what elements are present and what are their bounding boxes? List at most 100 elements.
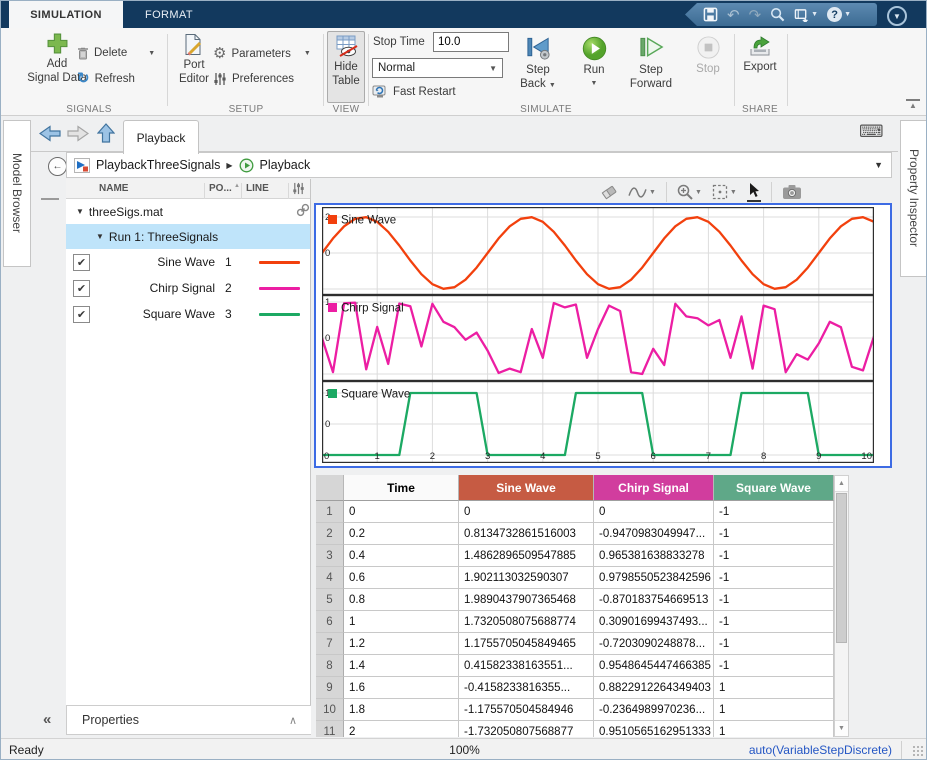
table-header-cell[interactable]: Chirp Signal	[594, 475, 714, 501]
table-cell[interactable]: -0.7203090248878...	[594, 633, 714, 655]
table-cell[interactable]: -0.870183754669513	[594, 589, 714, 611]
table-cell[interactable]: -0.2364989970236...	[594, 699, 714, 721]
solver-info[interactable]: auto(VariableStepDiscrete)	[749, 743, 892, 757]
scroll-up-icon[interactable]: ▲	[835, 476, 848, 492]
table-row[interactable]: 611.73205080756887740.30901699437493...-…	[316, 611, 834, 633]
caret-down-icon[interactable]: ▼	[148, 50, 155, 57]
table-cell[interactable]: -0.4158233816355...	[459, 677, 594, 699]
signal-trace-button[interactable]: ▼	[628, 185, 656, 200]
save-icon[interactable]	[703, 7, 718, 22]
table-cell[interactable]: -1	[714, 611, 834, 633]
document-tab-playback[interactable]: Playback	[123, 120, 199, 154]
sine-wave-chart[interactable]: 20Sine Wave	[322, 207, 874, 295]
column-line[interactable]: LINE	[246, 183, 269, 194]
table-cell[interactable]: 0.4	[344, 545, 459, 567]
zoom-button[interactable]: ▼	[677, 184, 702, 200]
table-row[interactable]: 91.6-0.4158233816355...0.882291226434940…	[316, 677, 834, 699]
simulation-mode-select[interactable]: Normal ▼	[372, 58, 503, 78]
table-row[interactable]: 50.81.9890437907365468-0.870183754669513…	[316, 589, 834, 611]
signal-row[interactable]: ✔Chirp Signal2	[66, 275, 310, 301]
table-cell[interactable]: 0.6	[344, 567, 459, 589]
up-button[interactable]	[97, 123, 115, 148]
table-cell[interactable]: 1.2	[344, 633, 459, 655]
table-cell[interactable]: 1.6	[344, 677, 459, 699]
run-button[interactable]: Run ▼	[575, 35, 613, 91]
table-row[interactable]: 112-1.7320508075688770.95105651629513331	[316, 721, 834, 737]
table-cell[interactable]: 1	[714, 699, 834, 721]
step-back-button[interactable]: Step Back ▼	[515, 35, 561, 93]
table-cell[interactable]: 0.9798550523842596	[594, 567, 714, 589]
breadcrumb-view[interactable]: Playback	[260, 158, 311, 172]
fit-to-view-button[interactable]: ▼	[712, 184, 737, 200]
preferences-button[interactable]: Preferences	[213, 72, 294, 86]
chirp-signal-chart[interactable]: 10Chirp Signal	[322, 295, 874, 381]
signal-checkbox[interactable]: ✔	[73, 254, 90, 271]
column-name[interactable]: NAME	[99, 183, 128, 194]
pointer-tool-button[interactable]	[747, 182, 761, 202]
table-cell[interactable]: 0.8	[344, 589, 459, 611]
table-cell[interactable]: -1	[714, 589, 834, 611]
caret-down-icon[interactable]: ▼	[304, 50, 311, 57]
scroll-down-icon[interactable]: ▼	[835, 720, 848, 736]
stop-button[interactable]: Stop	[687, 35, 729, 76]
column-port[interactable]: PO...	[209, 183, 232, 194]
snapshot-button[interactable]	[782, 184, 802, 200]
export-button[interactable]: Export	[737, 35, 783, 74]
table-cell[interactable]: 0.2	[344, 523, 459, 545]
collapse-properties-icon[interactable]: «	[43, 711, 51, 728]
port-editor-button[interactable]: Port Editor	[171, 33, 217, 86]
tree-expanded-icon[interactable]: ▼	[76, 207, 84, 216]
signal-checkbox[interactable]: ✔	[73, 306, 90, 323]
table-cell[interactable]: 0.9548645447466385	[594, 655, 714, 677]
hide-table-toggle[interactable]: Hide Table	[327, 31, 365, 103]
table-cell[interactable]: -1	[714, 501, 834, 523]
table-row[interactable]: 71.21.1755705045849465-0.7203090248878..…	[316, 633, 834, 655]
table-row[interactable]: 20.20.8134732861516003-0.9470983049947..…	[316, 523, 834, 545]
table-cell[interactable]: 0	[594, 501, 714, 523]
table-cell[interactable]: 1.9890437907365468	[459, 589, 594, 611]
filter-icon[interactable]	[292, 182, 305, 198]
stop-time-input[interactable]	[433, 32, 509, 52]
table-cell[interactable]: 1.4862896509547885	[459, 545, 594, 567]
help-icon[interactable]: ? ▼	[827, 7, 851, 22]
table-cell[interactable]: 1.1755705045849465	[459, 633, 594, 655]
chevron-up-icon[interactable]: ∧	[289, 714, 297, 727]
back-button[interactable]	[39, 125, 61, 147]
table-cell[interactable]: 1.7320508075688774	[459, 611, 594, 633]
keyboard-icon[interactable]: ⌨	[859, 122, 884, 142]
search-icon[interactable]	[770, 7, 785, 22]
breadcrumb-model[interactable]: PlaybackThreeSignals	[96, 158, 220, 172]
table-cell[interactable]: -1	[714, 567, 834, 589]
table-cell[interactable]: -1.175570504584946	[459, 699, 594, 721]
breadcrumb-dropdown-icon[interactable]: ▼	[874, 160, 883, 170]
step-forward-button[interactable]: Step Forward	[623, 35, 679, 91]
minimize-ribbon-icon[interactable]: ▼	[887, 6, 907, 26]
tree-expanded-icon[interactable]: ▼	[96, 232, 104, 241]
refresh-button[interactable]: ↻ Refresh	[77, 72, 135, 85]
table-cell[interactable]: -1	[714, 545, 834, 567]
properties-bar[interactable]: Properties ∧	[66, 705, 311, 735]
model-browser-tab[interactable]: Model Browser	[3, 120, 31, 267]
layout-favorites-icon[interactable]: ▼	[794, 8, 818, 22]
table-cell[interactable]: 0.965381638833278	[594, 545, 714, 567]
table-header-cell[interactable]: Square Wave	[714, 475, 834, 501]
column-divider[interactable]	[288, 183, 289, 199]
table-cell[interactable]: 0.41582338163551...	[459, 655, 594, 677]
caret-down-icon[interactable]: ▼	[591, 77, 598, 91]
table-cell[interactable]: 0	[459, 501, 594, 523]
table-header-cell[interactable]: Sine Wave	[459, 475, 594, 501]
table-cell[interactable]: 2	[344, 721, 459, 737]
signal-row[interactable]: ✔Sine Wave1	[66, 249, 310, 275]
delete-button[interactable]: Delete ▼	[77, 46, 155, 60]
zoom-level[interactable]: 100%	[449, 743, 480, 757]
collapse-ribbon-icon[interactable]: ▲	[906, 99, 920, 110]
table-cell[interactable]: 0.8134732861516003	[459, 523, 594, 545]
signal-table-header[interactable]: NAME PO... ▲ LINE	[66, 179, 310, 199]
table-cell[interactable]: -1	[714, 633, 834, 655]
table-cell[interactable]: 1	[714, 721, 834, 737]
collapse-panel-circle-button[interactable]: ←	[48, 157, 67, 176]
data-table[interactable]: TimeSine WaveChirp SignalSquare Wave1000…	[316, 475, 834, 737]
tree-row-file[interactable]: ▼ threeSigs.mat	[66, 199, 311, 224]
table-cell[interactable]: -1	[714, 523, 834, 545]
column-divider[interactable]	[241, 183, 242, 199]
